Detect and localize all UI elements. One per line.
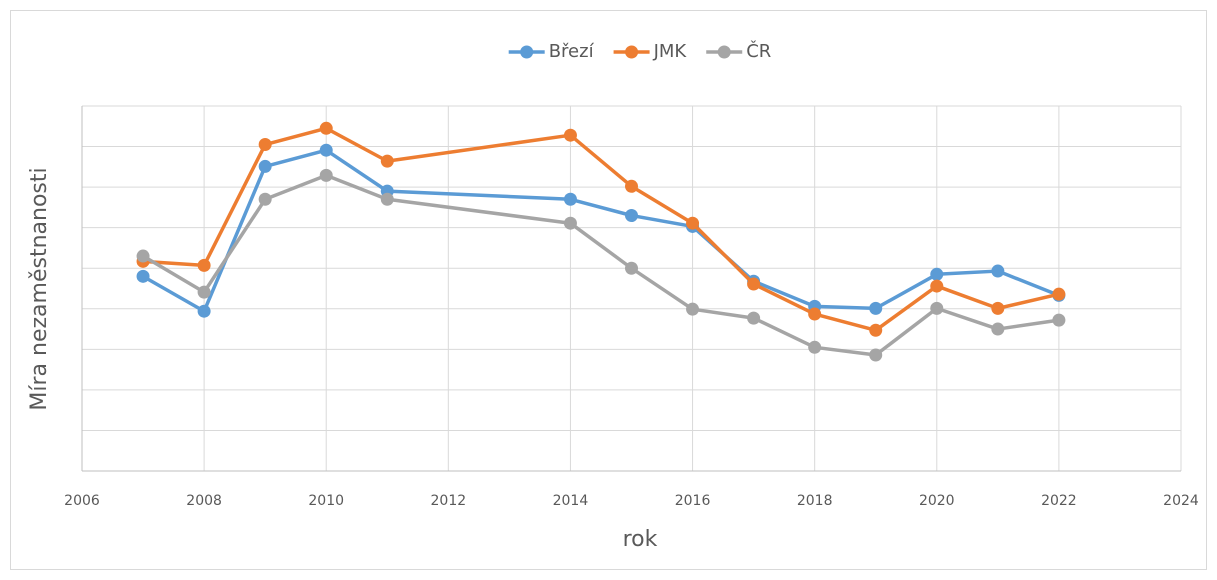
data-point <box>380 154 394 168</box>
x-axis-label: rok <box>623 527 658 552</box>
legend-marker <box>717 45 731 59</box>
legend-label: Březí <box>549 41 595 62</box>
chart-border <box>10 10 1207 570</box>
data-point <box>258 192 272 206</box>
data-point <box>319 121 333 135</box>
data-point <box>747 311 761 325</box>
x-tick-label: 2022 <box>1041 493 1077 509</box>
data-point <box>625 179 638 193</box>
data-point <box>869 301 883 315</box>
x-tick-label: 2024 <box>1163 493 1199 509</box>
data-point <box>991 264 1005 278</box>
x-tick-label: 2016 <box>675 493 711 509</box>
data-point <box>869 323 883 337</box>
data-point <box>930 279 944 293</box>
data-point <box>1052 287 1066 301</box>
y-axis-label: Míra nezaměstnanosti <box>27 167 52 410</box>
data-point <box>197 304 211 318</box>
series-line <box>142 126 1060 333</box>
x-tick-label: 2014 <box>553 493 589 509</box>
data-point <box>930 267 944 281</box>
data-point <box>563 192 577 206</box>
data-point <box>258 138 272 152</box>
data-point <box>1052 313 1066 327</box>
x-tick-label: 2020 <box>919 493 955 509</box>
data-point <box>319 143 333 157</box>
data-point <box>319 168 333 182</box>
legend-label: ČR <box>746 40 771 62</box>
data-point <box>869 348 883 362</box>
data-point <box>197 285 211 299</box>
series-line <box>142 173 1060 357</box>
data-point <box>136 249 150 263</box>
data-point <box>991 301 1005 315</box>
series-line <box>142 148 1060 313</box>
data-point <box>808 340 822 354</box>
x-tick-label: 2018 <box>797 493 833 509</box>
legend-label: JMK <box>653 41 688 62</box>
x-tick-label: 2010 <box>308 493 344 509</box>
data-point <box>686 216 700 230</box>
data-point <box>747 277 761 291</box>
data-point <box>563 128 577 142</box>
data-point <box>686 302 700 316</box>
x-tick-label: 2006 <box>64 493 100 509</box>
data-point <box>991 322 1005 336</box>
data-point <box>930 301 944 315</box>
data-point <box>136 269 150 283</box>
data-point <box>625 261 638 275</box>
data-point <box>808 307 822 321</box>
data-point <box>563 216 577 230</box>
legend-marker <box>520 45 534 59</box>
data-point <box>625 209 638 222</box>
legend-marker <box>625 45 639 59</box>
x-tick-label: 2012 <box>431 493 467 509</box>
data-point <box>197 258 211 272</box>
x-tick-label: 2008 <box>186 493 222 509</box>
data-point <box>258 159 272 173</box>
data-point <box>380 192 394 206</box>
